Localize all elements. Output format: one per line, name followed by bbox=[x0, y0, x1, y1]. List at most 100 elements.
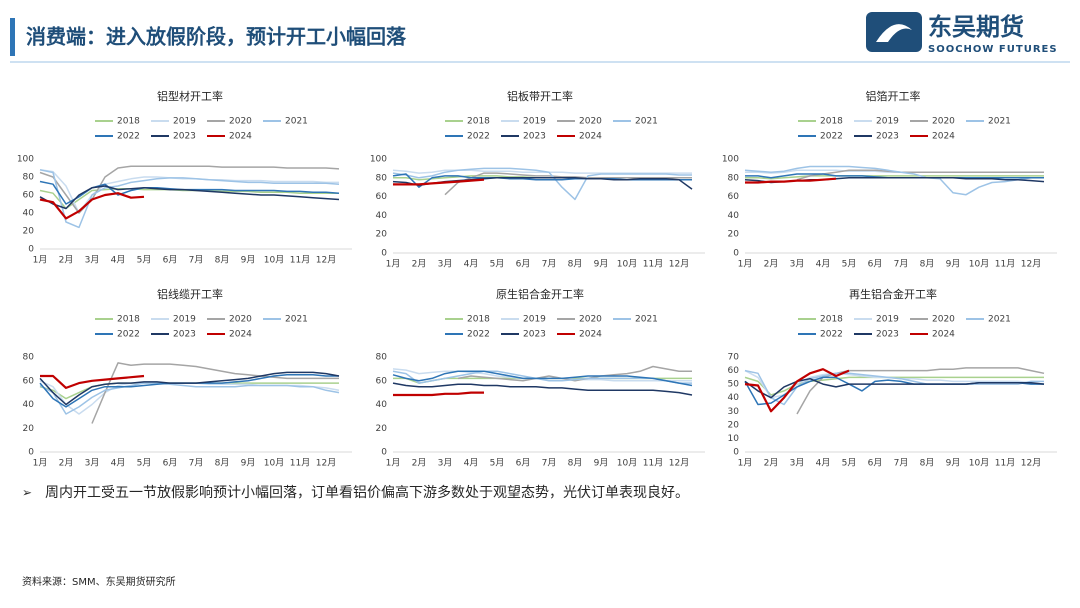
series-line bbox=[392, 173, 692, 188]
legend-label: 2021 bbox=[635, 117, 658, 127]
series-line bbox=[91, 362, 339, 424]
x-tick-label: 9月 bbox=[946, 458, 961, 469]
x-tick-label: 3月 bbox=[85, 255, 100, 266]
series-line bbox=[744, 377, 1045, 399]
x-tick-label: 8月 bbox=[215, 458, 230, 469]
y-tick-label: 80 bbox=[23, 173, 35, 183]
x-tick-label: 3月 bbox=[790, 458, 805, 469]
y-tick-label: 60 bbox=[376, 192, 388, 202]
y-tick-label: 40 bbox=[728, 393, 740, 403]
x-tick-label: 3月 bbox=[438, 259, 453, 270]
y-tick-label: 60 bbox=[23, 191, 35, 201]
series-line bbox=[392, 167, 692, 201]
x-tick-label: 5月 bbox=[490, 458, 505, 469]
x-tick-label: 12月 bbox=[1021, 458, 1041, 469]
x-tick-label: 6月 bbox=[868, 458, 883, 469]
legend-label: 2021 bbox=[988, 315, 1011, 325]
legend-label: 2024 bbox=[579, 132, 602, 142]
x-tick-label: 7月 bbox=[894, 458, 909, 469]
legend-label: 2018 bbox=[117, 315, 140, 325]
x-tick-label: 5月 bbox=[842, 458, 857, 469]
legend-label: 2022 bbox=[117, 330, 140, 340]
x-tick-label: 9月 bbox=[594, 458, 609, 469]
x-tick-label: 8月 bbox=[568, 259, 583, 270]
legend-label: 2023 bbox=[876, 132, 899, 142]
chart-title: 原生铝合金开工率 bbox=[496, 287, 584, 301]
series-line bbox=[392, 382, 693, 396]
bullet-mark: ➢ bbox=[22, 486, 32, 500]
x-tick-label: 10月 bbox=[969, 259, 989, 270]
x-tick-label: 6月 bbox=[516, 259, 531, 270]
legend-label: 2018 bbox=[467, 117, 490, 127]
x-tick-label: 4月 bbox=[464, 259, 479, 270]
x-tick-label: 2月 bbox=[412, 259, 427, 270]
legend-label: 2019 bbox=[173, 117, 196, 127]
series-line bbox=[39, 192, 145, 220]
series-line bbox=[392, 370, 692, 384]
x-tick-label: 5月 bbox=[842, 259, 857, 270]
x-tick-label: 10月 bbox=[264, 255, 284, 266]
x-tick-label: 7月 bbox=[894, 259, 909, 270]
x-tick-label: 2月 bbox=[59, 458, 74, 469]
x-tick-label: 2月 bbox=[764, 458, 779, 469]
x-tick-label: 3月 bbox=[438, 458, 453, 469]
x-tick-label: 11月 bbox=[290, 255, 310, 266]
y-tick-label: 100 bbox=[722, 155, 739, 165]
series-line bbox=[745, 177, 837, 184]
x-tick-label: 1月 bbox=[33, 458, 48, 469]
legend-label: 2020 bbox=[932, 117, 955, 127]
title-accent bbox=[10, 18, 15, 56]
y-tick-label: 10 bbox=[728, 434, 740, 444]
y-tick-label: 40 bbox=[23, 209, 35, 219]
x-tick-label: 1月 bbox=[386, 259, 401, 270]
x-tick-label: 4月 bbox=[816, 259, 831, 270]
x-tick-label: 1月 bbox=[386, 458, 401, 469]
x-tick-label: 12月 bbox=[1021, 259, 1041, 270]
x-tick-label: 5月 bbox=[490, 259, 505, 270]
legend-label: 2018 bbox=[467, 315, 490, 325]
legend-label: 2019 bbox=[523, 315, 546, 325]
y-tick-label: 80 bbox=[376, 173, 388, 183]
x-tick-label: 6月 bbox=[516, 458, 531, 469]
x-tick-label: 6月 bbox=[163, 458, 178, 469]
series-line bbox=[392, 370, 693, 387]
legend-label: 2018 bbox=[820, 117, 843, 127]
y-tick-label: 80 bbox=[23, 353, 35, 363]
legend-label: 2021 bbox=[285, 315, 308, 325]
legend-label: 2022 bbox=[117, 132, 140, 142]
x-tick-label: 7月 bbox=[542, 259, 557, 270]
chart-title: 铝箔开工率 bbox=[866, 89, 921, 103]
legend-label: 2021 bbox=[635, 315, 658, 325]
series-line bbox=[393, 391, 484, 397]
y-tick-label: 50 bbox=[728, 380, 740, 390]
y-tick-label: 60 bbox=[728, 366, 740, 376]
series-line bbox=[796, 169, 1044, 181]
x-tick-label: 10月 bbox=[264, 458, 284, 469]
legend-label: 2021 bbox=[285, 117, 308, 127]
source-note: 资料来源：SMM、东吴期货研究所 bbox=[22, 575, 176, 588]
x-tick-label: 9月 bbox=[241, 255, 256, 266]
y-tick-label: 100 bbox=[17, 155, 34, 165]
legend-label: 2019 bbox=[876, 315, 899, 325]
x-tick-label: 4月 bbox=[111, 255, 126, 266]
logo-icon bbox=[866, 12, 922, 52]
x-tick-label: 12月 bbox=[316, 255, 336, 266]
x-tick-label: 12月 bbox=[669, 458, 689, 469]
x-tick-label: 11月 bbox=[995, 458, 1015, 469]
series-line bbox=[745, 175, 1044, 180]
chart-title: 铝线缆开工率 bbox=[157, 287, 223, 301]
legend-label: 2020 bbox=[229, 117, 252, 127]
chart-title: 再生铝合金开工率 bbox=[849, 287, 937, 301]
x-tick-label: 3月 bbox=[790, 259, 805, 270]
chart-title: 铝板带开工率 bbox=[507, 89, 573, 103]
series-line bbox=[39, 185, 340, 210]
y-tick-label: 60 bbox=[376, 376, 388, 386]
legend-label: 2024 bbox=[579, 330, 602, 340]
y-tick-label: 20 bbox=[23, 424, 35, 434]
x-tick-label: 9月 bbox=[946, 259, 961, 270]
y-tick-label: 0 bbox=[733, 249, 739, 259]
chart-title: 铝型材开工率 bbox=[157, 89, 223, 103]
x-tick-label: 8月 bbox=[920, 458, 935, 469]
x-tick-label: 5月 bbox=[137, 458, 152, 469]
series-line bbox=[39, 382, 340, 415]
